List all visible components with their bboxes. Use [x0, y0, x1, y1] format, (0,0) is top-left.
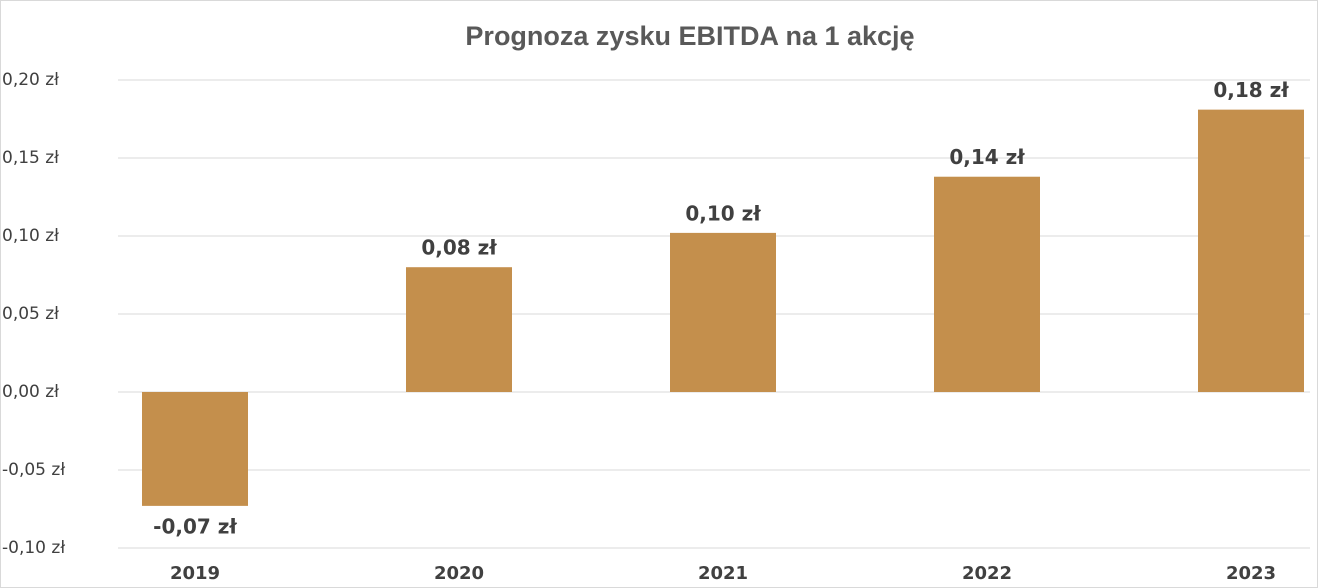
x-tick-label: 2021: [698, 563, 748, 584]
bar: [670, 232, 776, 392]
x-tick-label: 2023: [1226, 563, 1276, 584]
y-tick-label: -0,10 zł: [2, 538, 65, 558]
y-tick-label: 0,20 zł: [2, 70, 59, 90]
value-label: 0,18 zł: [1213, 78, 1289, 102]
y-tick-label: 0,10 zł: [2, 226, 59, 246]
value-label: -0,07 zł: [153, 514, 237, 538]
x-tick-label: 2022: [962, 563, 1012, 584]
value-label: 0,08 zł: [421, 236, 497, 260]
chart-title: Prognoza zysku EBITDA na 1 akcję: [465, 21, 914, 51]
bar: [142, 392, 248, 506]
y-tick-label: 0,00 zł: [2, 382, 59, 402]
value-label: 0,10 zł: [685, 201, 761, 225]
y-tick-label: 0,05 zł: [2, 304, 59, 324]
value-label: 0,14 zł: [949, 145, 1025, 169]
bar: [406, 267, 512, 392]
x-tick-label: 2019: [170, 563, 220, 584]
y-tick-label: 0,15 zł: [2, 148, 59, 168]
bar: [934, 176, 1040, 392]
bar: [1198, 109, 1304, 392]
x-tick-label: 2020: [434, 563, 484, 584]
y-tick-label: -0,05 zł: [2, 460, 65, 480]
